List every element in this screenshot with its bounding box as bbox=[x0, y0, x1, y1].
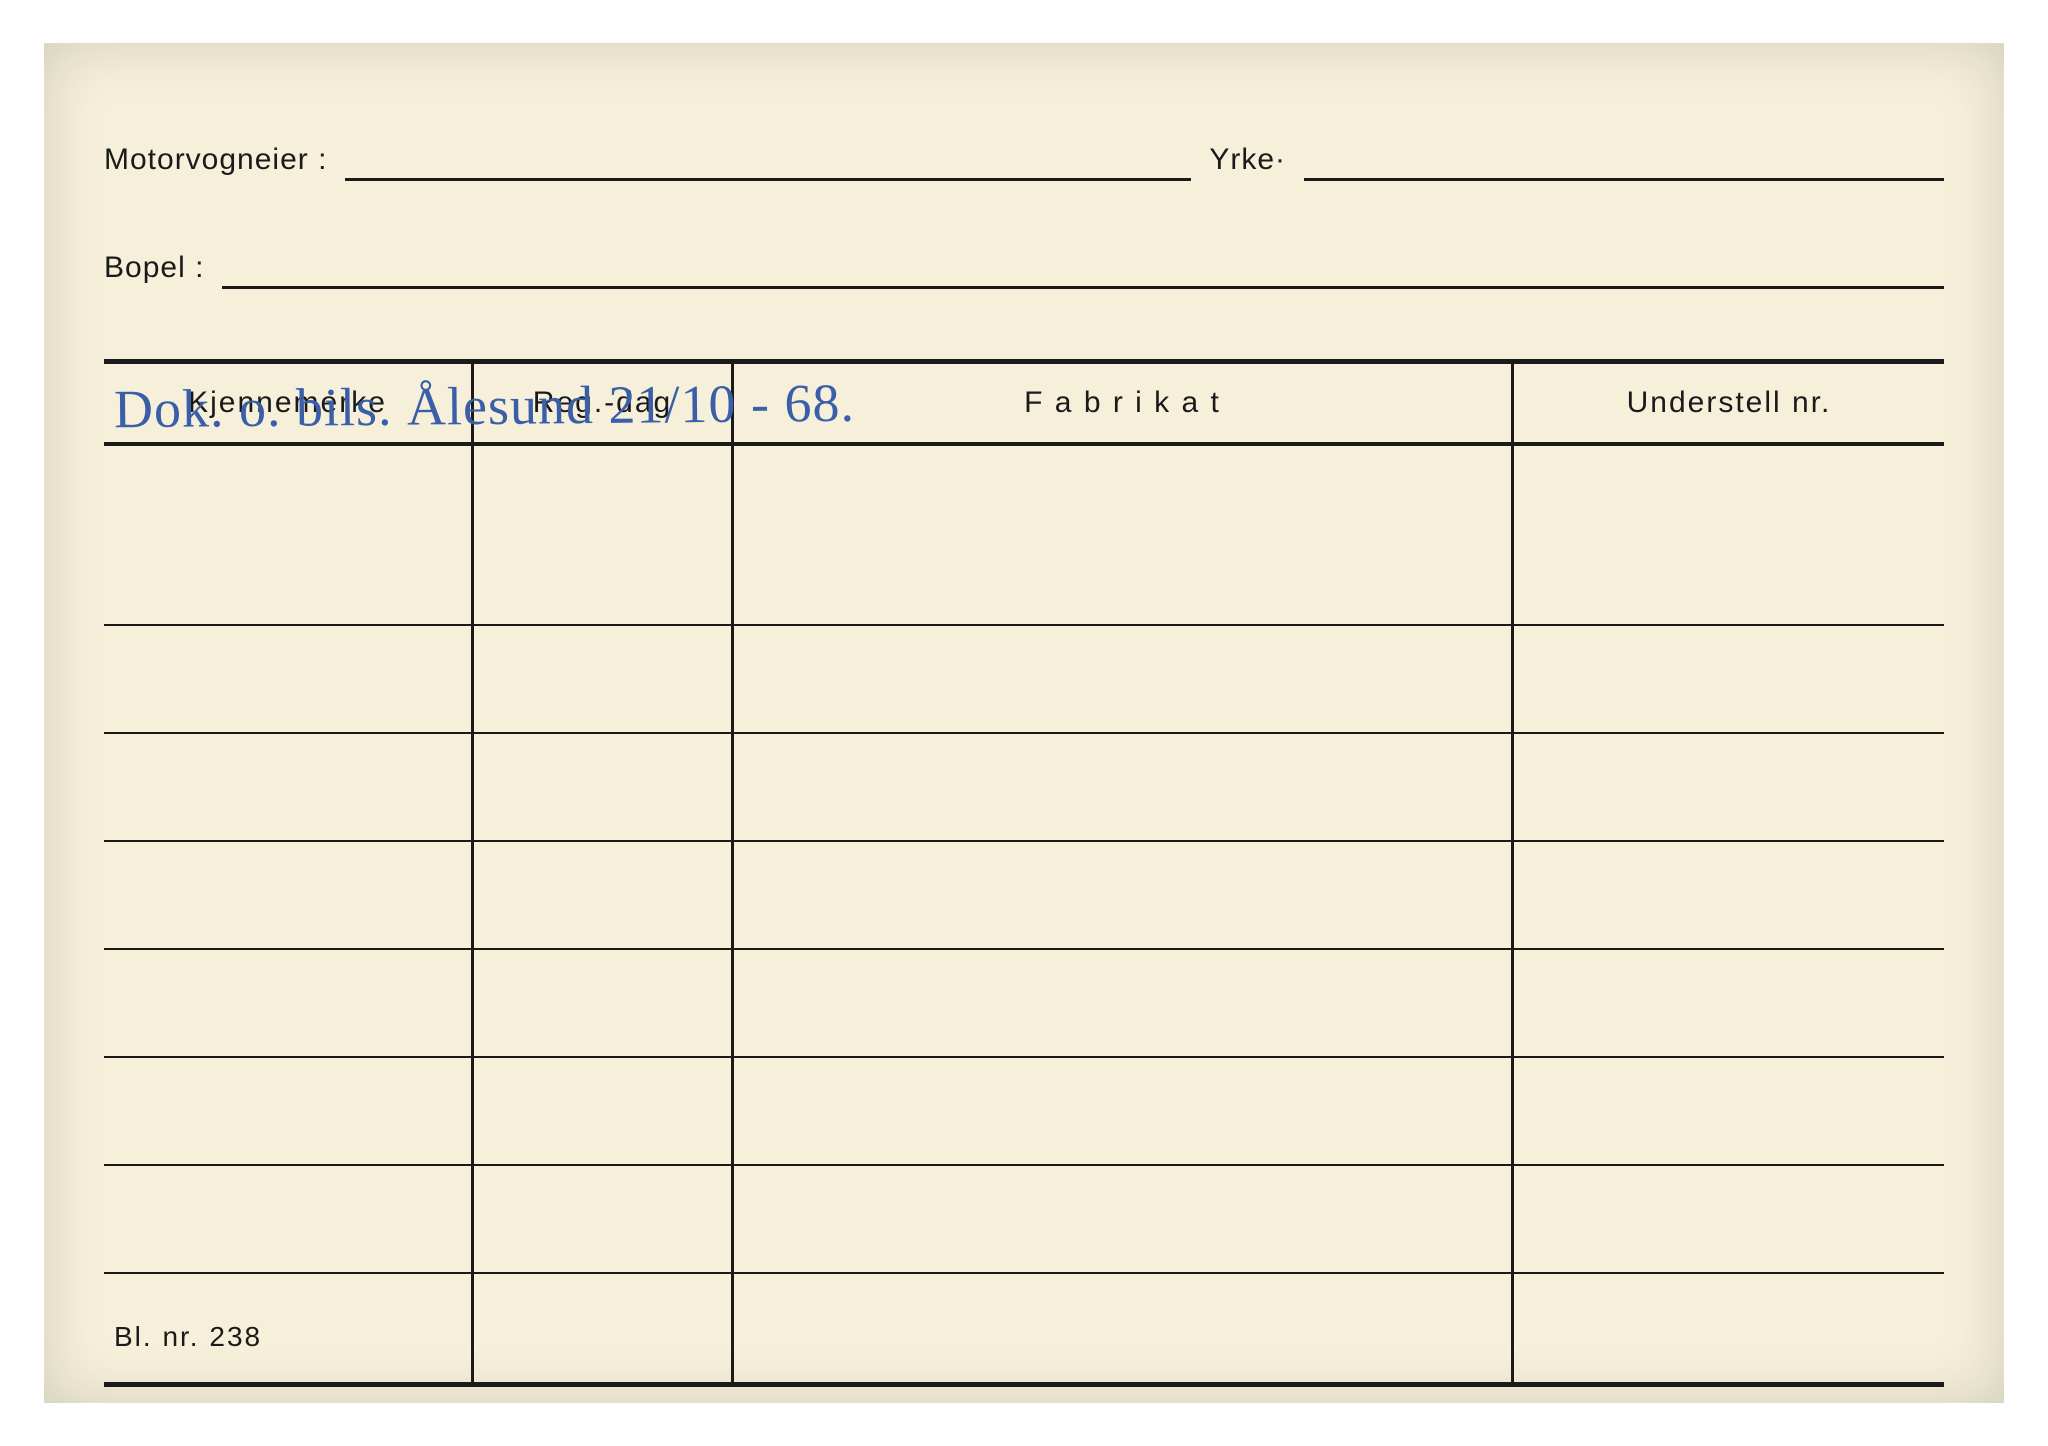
table-row bbox=[104, 626, 1944, 734]
form-number: Bl. nr. 238 bbox=[114, 1321, 262, 1353]
table-body bbox=[104, 446, 1944, 1382]
table-row bbox=[104, 1166, 1944, 1274]
table-row bbox=[104, 446, 1944, 626]
owner-row: Motorvogneier : Yrke· bbox=[104, 143, 1944, 181]
residence-row: Bopel : bbox=[104, 251, 1944, 289]
vehicle-table: Kjennemerke Reg.-dag F a b r i k a t Und… bbox=[104, 359, 1944, 1387]
residence-label: Bopel : bbox=[104, 251, 204, 289]
col-understell: Understell nr. bbox=[1514, 364, 1944, 442]
residence-fill-line bbox=[222, 257, 1944, 289]
table-row bbox=[104, 1274, 1944, 1382]
handwritten-note: Dok. o. bils. Ålesund 21/10 - 68. bbox=[114, 372, 856, 440]
table-row bbox=[104, 950, 1944, 1058]
table-row bbox=[104, 734, 1944, 842]
table-row bbox=[104, 1058, 1944, 1166]
occupation-label: Yrke· bbox=[1209, 143, 1286, 181]
table-row bbox=[104, 842, 1944, 950]
owner-fill-line bbox=[345, 149, 1191, 181]
owner-label: Motorvogneier : bbox=[104, 143, 327, 181]
occupation-fill-line bbox=[1304, 149, 1944, 181]
registration-card: Motorvogneier : Yrke· Bopel : Kjennemerk… bbox=[44, 43, 2004, 1403]
